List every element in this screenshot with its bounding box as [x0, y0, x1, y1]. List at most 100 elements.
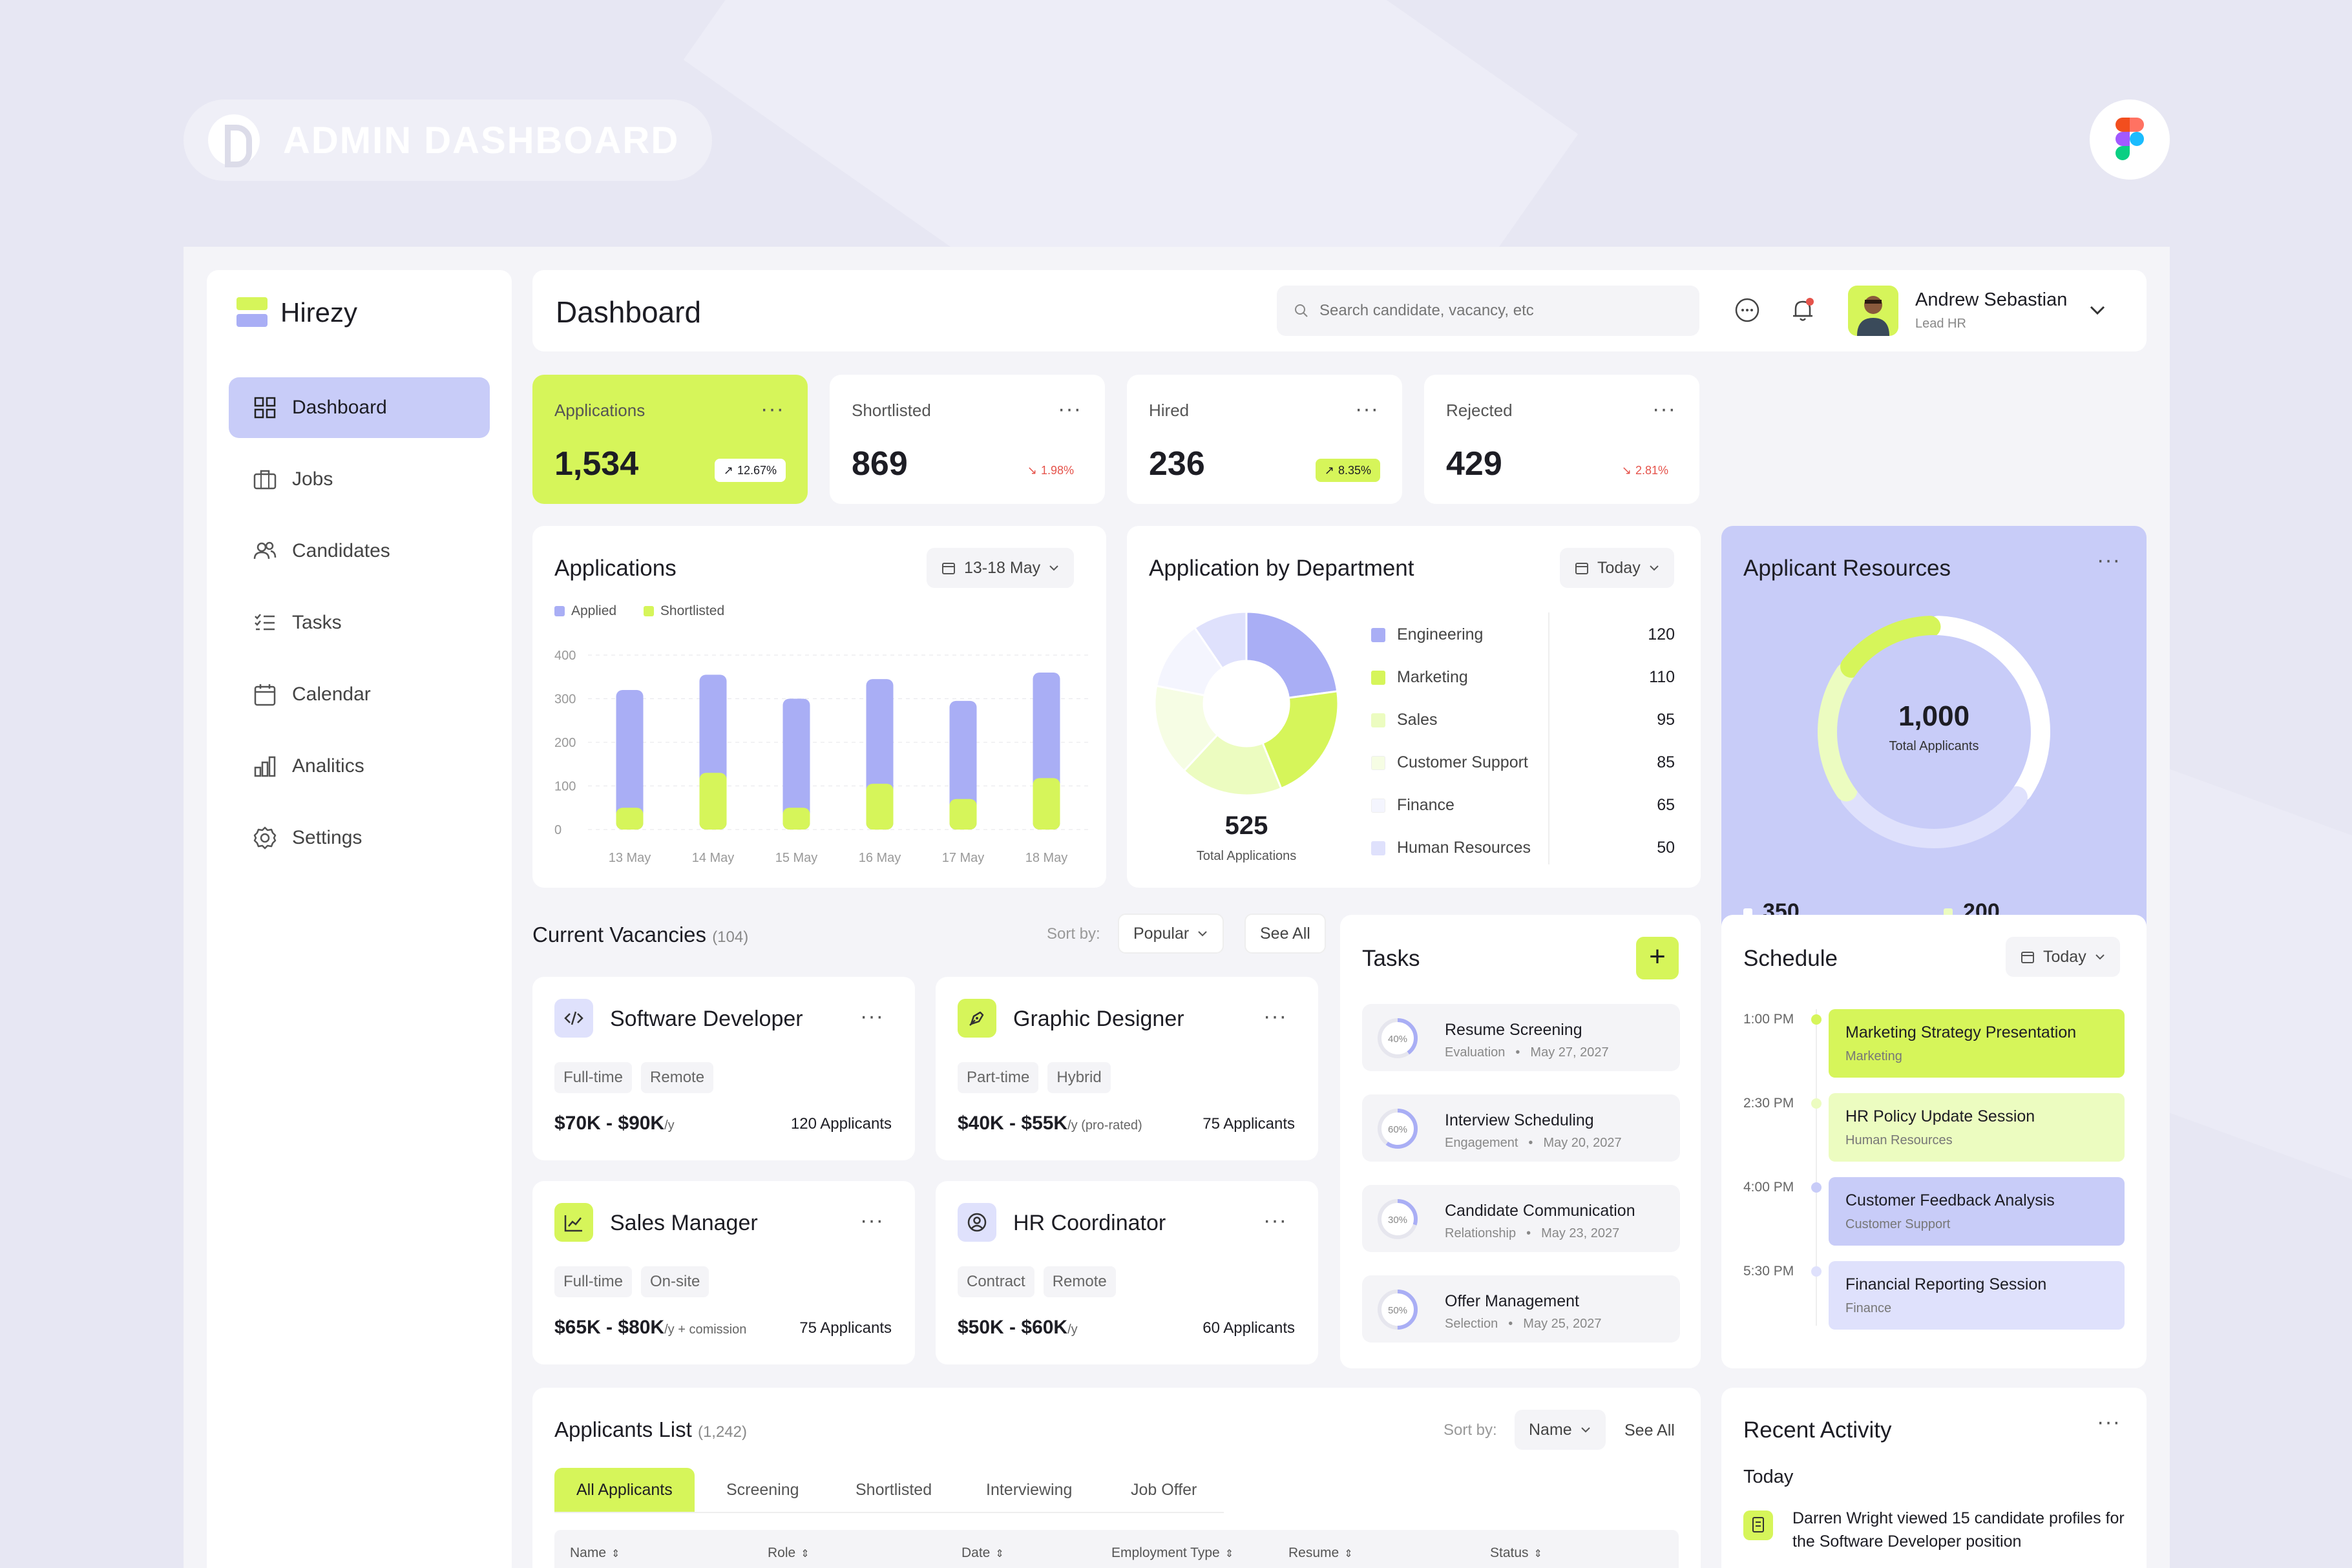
more-options-icon[interactable]: ···: [1355, 397, 1379, 421]
sort-icon: ⇕: [1224, 1549, 1234, 1560]
column-header-status[interactable]: Status ⇕: [1490, 1545, 1542, 1561]
task-meta: Evaluation • May 27, 2027: [1445, 1045, 1609, 1060]
legend-swatch: [1371, 841, 1385, 856]
vacancy-card[interactable]: Graphic Designer ··· Part-time Hybrid $40K -…: [936, 977, 1318, 1160]
chat-icon[interactable]: [1733, 296, 1761, 324]
more-options-icon[interactable]: ···: [1652, 397, 1676, 421]
department-label: Marketing: [1397, 668, 1468, 686]
applications-bar-chart: 400 300 200 100 0 13 May 14 May 15 May 16 May 17 …: [554, 649, 1088, 865]
pie-slice-customer-support[interactable]: [1153, 684, 1219, 773]
tab-job-offer[interactable]: Job Offer: [1131, 1481, 1197, 1499]
sidebar-item-label: Analitics: [292, 755, 364, 777]
more-options-icon[interactable]: ···: [860, 1208, 884, 1233]
column-header-date[interactable]: Date ⇕: [961, 1545, 1004, 1561]
sidebar-item-calendar[interactable]: Calendar: [229, 664, 490, 725]
y-tick-label: 200: [554, 736, 576, 750]
department-value: 95: [1657, 711, 1675, 729]
department-label: Human Resources: [1397, 839, 1531, 857]
tab-interviewing[interactable]: Interviewing: [986, 1481, 1073, 1499]
pie-slice-marketing[interactable]: [1261, 690, 1339, 790]
bar-applied[interactable]: [782, 698, 810, 830]
schedule-event[interactable]: HR Policy Update Session Human Resources: [1829, 1093, 2125, 1162]
trend-badge: ↗ 8.35%: [1315, 459, 1380, 482]
vacancy-card[interactable]: HR Coordinator ··· Contract Remote $50K - $6…: [936, 1181, 1318, 1364]
pie-slice-engineering[interactable]: [1245, 611, 1339, 699]
avatar[interactable]: [1848, 286, 1898, 336]
vacancy-card[interactable]: Sales Manager ··· Full-time On-site $65K - $…: [532, 1181, 915, 1364]
search-input[interactable]: [1319, 302, 1681, 320]
chevron-down-icon[interactable]: [2088, 304, 2106, 317]
bar-shortlisted[interactable]: [1033, 778, 1060, 830]
sidebar-item-tasks[interactable]: Tasks: [229, 592, 490, 653]
sort-select[interactable]: Popular: [1118, 914, 1224, 954]
sidebar-item-dashboard[interactable]: Dashboard: [229, 377, 490, 438]
more-options-icon[interactable]: ···: [2097, 1410, 2121, 1434]
more-options-icon[interactable]: ···: [1058, 397, 1082, 421]
pie-slice-sales[interactable]: [1182, 733, 1283, 797]
applicants-sort-select[interactable]: Name: [1515, 1410, 1606, 1450]
department-value: 85: [1657, 753, 1675, 771]
job-tag: Remote: [1043, 1266, 1116, 1297]
bar-shortlisted[interactable]: [616, 808, 644, 830]
see-all-vacancies-button[interactable]: See All: [1244, 914, 1326, 954]
donut-segment-recruitment-agencies[interactable]: [1840, 616, 1941, 678]
schedule-event[interactable]: Customer Feedback Analysis Customer Suppo…: [1829, 1177, 2125, 1246]
stat-value: 236: [1149, 445, 1205, 483]
tab-all-applicants[interactable]: All Applicants: [554, 1468, 695, 1512]
see-all-applicants-button[interactable]: See All: [1624, 1421, 1675, 1439]
more-options-icon[interactable]: ···: [1263, 1004, 1287, 1029]
sidebar-item-settings[interactable]: Settings: [229, 808, 490, 868]
bar-applied[interactable]: [616, 690, 644, 830]
task-item[interactable]: 30% Candidate Communication Relationship • M…: [1362, 1185, 1680, 1252]
task-item[interactable]: 50% Offer Management Selection • May 25, 202…: [1362, 1275, 1680, 1343]
stat-title: Hired: [1149, 401, 1190, 420]
bar-shortlisted[interactable]: [699, 773, 727, 830]
tab-screening[interactable]: Screening: [726, 1481, 799, 1499]
column-header-employment-type[interactable]: Employment Type ⇕: [1111, 1545, 1234, 1561]
department-range-select[interactable]: Today: [1560, 548, 1674, 588]
divider: [1548, 612, 1549, 864]
donut-segment-employee-referrals[interactable]: [1818, 662, 1858, 802]
column-header-resume[interactable]: Resume ⇕: [1288, 1545, 1353, 1561]
column-header-name[interactable]: Name ⇕: [570, 1545, 620, 1561]
job-title: Software Developer: [610, 1007, 803, 1031]
separator-dot: •: [1515, 1045, 1520, 1060]
pie-slice-human-resources[interactable]: [1193, 611, 1248, 670]
vacancy-card[interactable]: Software Developer ··· Full-time Remote $70K…: [532, 977, 915, 1160]
more-options-icon[interactable]: ···: [2097, 548, 2121, 572]
more-options-icon[interactable]: ···: [1263, 1208, 1287, 1233]
trend-badge: ↗ 12.67%: [714, 459, 786, 482]
job-tags: Contract Remote: [958, 1266, 1125, 1297]
bar-applied[interactable]: [949, 700, 977, 830]
salary-range: $65K - $80K: [554, 1317, 665, 1338]
add-task-button[interactable]: +: [1636, 937, 1679, 979]
schedule-range-select[interactable]: Today: [2006, 937, 2120, 977]
bar-shortlisted[interactable]: [782, 808, 810, 830]
bar-shortlisted[interactable]: [866, 784, 894, 830]
more-options-icon[interactable]: ···: [860, 1004, 884, 1029]
column-header-role[interactable]: Role ⇕: [768, 1545, 810, 1561]
sidebar-item-candidates[interactable]: Candidates: [229, 521, 490, 581]
bar-shortlisted[interactable]: [949, 799, 977, 830]
bell-icon[interactable]: [1789, 296, 1817, 324]
sidebar-item-analitics[interactable]: Analitics: [229, 736, 490, 797]
event-title: HR Policy Update Session: [1845, 1107, 2035, 1125]
sidebar-item-jobs[interactable]: Jobs: [229, 449, 490, 510]
date-range-select[interactable]: 13-18 May: [927, 548, 1075, 588]
more-options-icon[interactable]: ···: [761, 397, 784, 421]
stat-card-hired: Hired 236 ··· ↗ 8.35%: [1127, 375, 1402, 504]
trend-chart-icon: [554, 1203, 593, 1242]
task-item[interactable]: 40% Resume Screening Evaluation • May 27, 20…: [1362, 1004, 1680, 1071]
job-title: Graphic Designer: [1013, 1007, 1184, 1031]
donut-segment-social-media-campaigns[interactable]: [1840, 786, 2028, 848]
schedule-event[interactable]: Marketing Strategy Presentation Marketing: [1829, 1009, 2125, 1078]
task-item[interactable]: 60% Interview Scheduling Engagement • May 20…: [1362, 1094, 1680, 1162]
progress-label: 60%: [1388, 1124, 1407, 1135]
schedule-event[interactable]: Financial Reporting Session Finance: [1829, 1261, 2125, 1330]
app-logo[interactable]: Hirezy: [236, 297, 357, 328]
search-bar[interactable]: [1277, 286, 1699, 336]
briefcase-icon: [252, 466, 278, 492]
salary-suffix: /y: [664, 1118, 675, 1133]
donut-segment-job-boards[interactable]: [1927, 616, 2050, 802]
tab-shortlisted[interactable]: Shortlisted: [856, 1481, 932, 1499]
